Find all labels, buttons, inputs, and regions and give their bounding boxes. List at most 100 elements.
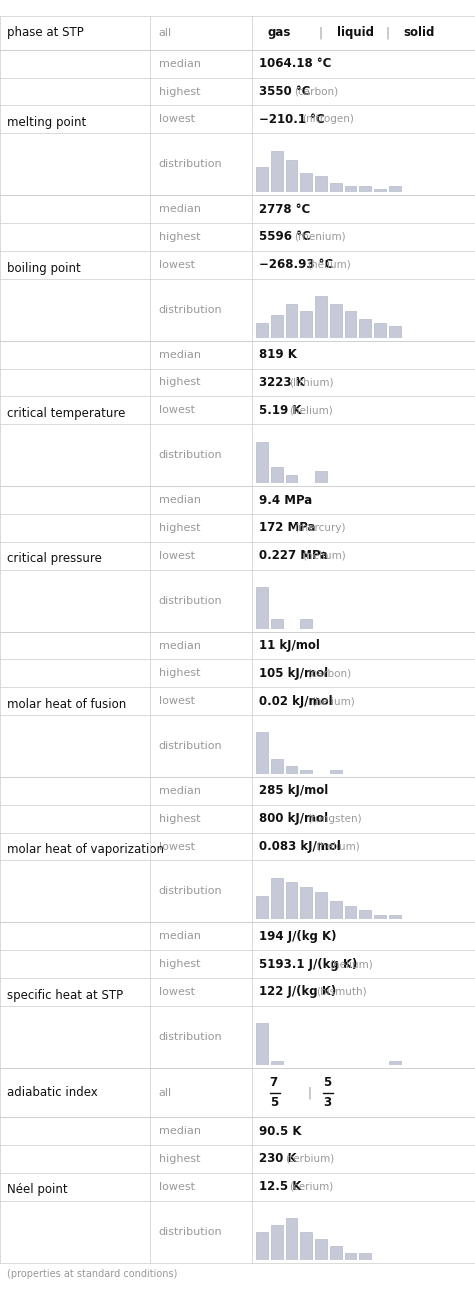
Text: 800 kJ/mol: 800 kJ/mol bbox=[259, 812, 328, 825]
Bar bbox=[271, 878, 283, 920]
Text: 5193.1 J/(kg K): 5193.1 J/(kg K) bbox=[259, 958, 357, 971]
Text: 1064.18 °C: 1064.18 °C bbox=[259, 57, 331, 70]
Text: Néel point: Néel point bbox=[7, 1183, 67, 1196]
Text: distribution: distribution bbox=[159, 159, 222, 169]
Text: (cerium): (cerium) bbox=[289, 1182, 333, 1192]
Bar bbox=[285, 1218, 297, 1260]
Bar bbox=[389, 915, 400, 920]
Text: |: | bbox=[319, 26, 323, 39]
Text: median: median bbox=[159, 349, 200, 360]
Bar bbox=[256, 442, 268, 483]
Text: 105 kJ/mol: 105 kJ/mol bbox=[259, 667, 328, 680]
Bar bbox=[345, 1252, 356, 1260]
Bar bbox=[315, 296, 327, 337]
Text: lowest: lowest bbox=[159, 696, 195, 706]
Text: highest: highest bbox=[159, 523, 200, 533]
Text: median: median bbox=[159, 205, 200, 214]
Bar bbox=[256, 732, 268, 774]
Text: (tungsten): (tungsten) bbox=[307, 814, 361, 823]
Text: specific heat at STP: specific heat at STP bbox=[7, 989, 123, 1002]
Text: lowest: lowest bbox=[159, 842, 195, 852]
Text: median: median bbox=[159, 786, 200, 796]
Bar bbox=[330, 770, 342, 774]
Bar bbox=[330, 304, 342, 337]
Text: 2778 °C: 2778 °C bbox=[259, 203, 310, 216]
Bar bbox=[285, 160, 297, 193]
Bar bbox=[315, 470, 327, 483]
Text: distribution: distribution bbox=[159, 886, 222, 896]
Text: critical temperature: critical temperature bbox=[7, 407, 125, 420]
Text: distribution: distribution bbox=[159, 1032, 222, 1042]
Text: distribution: distribution bbox=[159, 1226, 222, 1237]
Text: critical pressure: critical pressure bbox=[7, 552, 102, 566]
Text: 5596 °C: 5596 °C bbox=[259, 231, 310, 244]
Text: 3223 K: 3223 K bbox=[259, 377, 304, 388]
Text: phase at STP: phase at STP bbox=[7, 26, 84, 39]
Text: highest: highest bbox=[159, 86, 200, 96]
Bar bbox=[256, 896, 268, 920]
Text: lowest: lowest bbox=[159, 986, 195, 997]
Text: lowest: lowest bbox=[159, 551, 195, 560]
Bar bbox=[345, 906, 356, 920]
Text: 5: 5 bbox=[270, 1096, 278, 1109]
Bar bbox=[256, 586, 268, 628]
Bar bbox=[330, 900, 342, 920]
Text: solid: solid bbox=[404, 26, 435, 39]
Text: (nitrogen): (nitrogen) bbox=[303, 115, 354, 124]
Bar bbox=[285, 766, 297, 774]
Text: melting point: melting point bbox=[7, 116, 86, 129]
Text: 230 K: 230 K bbox=[259, 1152, 296, 1165]
Text: median: median bbox=[159, 1126, 200, 1136]
Bar bbox=[389, 186, 400, 193]
Bar bbox=[330, 1246, 342, 1260]
Bar bbox=[300, 770, 312, 774]
Text: lowest: lowest bbox=[159, 1182, 195, 1192]
Text: (carbon): (carbon) bbox=[294, 86, 338, 96]
Text: (helium): (helium) bbox=[312, 696, 355, 706]
Text: median: median bbox=[159, 59, 200, 69]
Bar bbox=[300, 887, 312, 920]
Text: 172 MPa: 172 MPa bbox=[259, 521, 315, 534]
Bar bbox=[330, 182, 342, 193]
Text: (rhenium): (rhenium) bbox=[294, 232, 345, 242]
Text: (carbon): (carbon) bbox=[307, 668, 351, 679]
Bar bbox=[360, 186, 371, 193]
Text: distribution: distribution bbox=[159, 741, 222, 751]
Text: distribution: distribution bbox=[159, 450, 222, 460]
Text: highest: highest bbox=[159, 232, 200, 242]
Bar bbox=[271, 619, 283, 628]
Bar bbox=[271, 1225, 283, 1260]
Text: adiabatic index: adiabatic index bbox=[7, 1085, 98, 1098]
Bar bbox=[345, 311, 356, 337]
Text: distribution: distribution bbox=[159, 595, 222, 606]
Bar bbox=[285, 474, 297, 483]
Text: lowest: lowest bbox=[159, 405, 195, 416]
Text: (mercury): (mercury) bbox=[294, 523, 345, 533]
Bar bbox=[360, 319, 371, 337]
Text: (lithium): (lithium) bbox=[289, 378, 334, 387]
Bar bbox=[360, 1252, 371, 1260]
Text: (terbium): (terbium) bbox=[285, 1153, 334, 1164]
Bar bbox=[389, 326, 400, 337]
Bar bbox=[315, 176, 327, 193]
Text: (bismuth): (bismuth) bbox=[316, 986, 366, 997]
Bar bbox=[271, 315, 283, 337]
Text: median: median bbox=[159, 641, 200, 650]
Text: |: | bbox=[308, 1085, 312, 1098]
Text: 11 kJ/mol: 11 kJ/mol bbox=[259, 638, 320, 652]
Text: 9.4 MPa: 9.4 MPa bbox=[259, 494, 312, 507]
Text: 122 J/(kg K): 122 J/(kg K) bbox=[259, 985, 336, 998]
Bar bbox=[300, 173, 312, 193]
Text: (helium): (helium) bbox=[329, 959, 373, 969]
Text: all: all bbox=[159, 1088, 172, 1097]
Text: 194 J/(kg K): 194 J/(kg K) bbox=[259, 930, 336, 943]
Text: |: | bbox=[386, 26, 390, 39]
Bar bbox=[256, 167, 268, 193]
Bar bbox=[315, 891, 327, 920]
Text: lowest: lowest bbox=[159, 115, 195, 124]
Bar bbox=[285, 882, 297, 920]
Text: boiling point: boiling point bbox=[7, 262, 81, 275]
Bar bbox=[300, 311, 312, 337]
Text: 7: 7 bbox=[270, 1076, 278, 1089]
Bar bbox=[271, 1062, 283, 1065]
